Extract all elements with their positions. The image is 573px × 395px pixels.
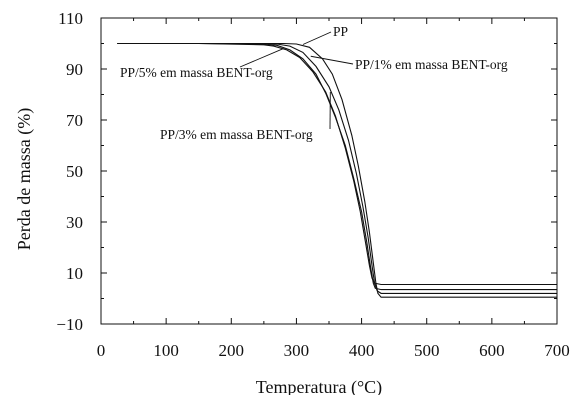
series-line-0 — [117, 42, 557, 298]
annotation-leader — [302, 31, 332, 45]
x-axis-title: Temperatura (°C) — [256, 377, 382, 395]
series-annotation: PP — [333, 24, 348, 39]
x-tick-label: 100 — [153, 341, 179, 360]
y-tick-label: −10 — [56, 315, 83, 334]
y-tick-label: 50 — [66, 162, 83, 181]
x-tick-label: 0 — [97, 341, 106, 360]
x-tick-label: 200 — [219, 341, 245, 360]
series-line-2 — [117, 42, 557, 291]
y-tick-label: 10 — [66, 264, 83, 283]
series-annotation: PP/5% em massa BENT-org — [120, 65, 273, 80]
series-line-3 — [117, 42, 557, 286]
y-tick-label: 30 — [66, 213, 83, 232]
annotation-leader — [310, 55, 354, 65]
x-tick-label: 700 — [544, 341, 570, 360]
series-annotation: PP/1% em massa BENT-org — [355, 57, 508, 72]
y-axis-title: Perda de massa (%) — [14, 108, 35, 250]
y-tick-label: 110 — [58, 9, 83, 28]
annotation-leader — [239, 48, 284, 68]
series-line-1 — [117, 42, 557, 294]
x-tick-label: 600 — [479, 341, 505, 360]
x-tick-label: 300 — [284, 341, 310, 360]
x-tick-label: 500 — [414, 341, 440, 360]
y-tick-label: 90 — [66, 60, 83, 79]
series-annotation: PP/3% em massa BENT-org — [160, 127, 313, 142]
x-tick-label: 400 — [349, 341, 375, 360]
y-tick-label: 70 — [66, 111, 83, 130]
